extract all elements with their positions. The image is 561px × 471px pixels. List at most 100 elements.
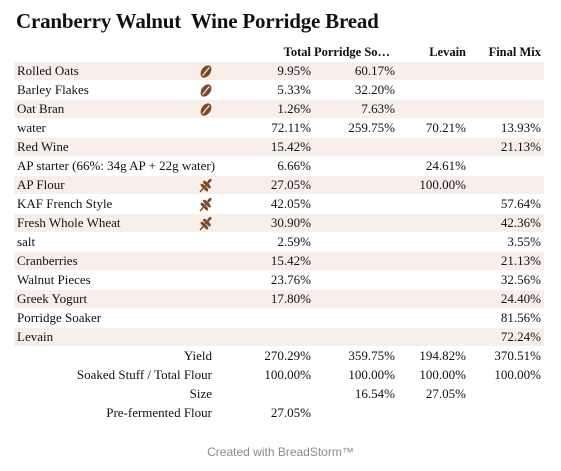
cell-levain xyxy=(398,289,469,309)
cell-total: 5.33% xyxy=(220,80,314,100)
summary-cell-levain: 100.00% xyxy=(398,365,469,385)
summary-cell-total: 27.05% xyxy=(220,403,314,423)
cell-levain xyxy=(398,308,469,328)
summary-cell-porridge-soaker xyxy=(314,403,398,423)
summary-cell-final-mix xyxy=(469,384,544,404)
ingredient-row-red-wine: Red Wine 15.42% 21.13% xyxy=(14,137,544,157)
ingredient-name: Barley Flakes xyxy=(14,80,220,100)
cell-final-mix: 21.13% xyxy=(469,137,544,157)
cell-levain xyxy=(398,62,469,81)
cell-final-mix: 42.36% xyxy=(469,213,544,233)
cell-levain xyxy=(398,194,469,214)
cell-final-mix: 32.56% xyxy=(469,270,544,290)
ingredient-row-kaf-french-style: KAF French Style 42.05% 57.64% xyxy=(14,194,544,214)
ingredient-label: Porridge Soaker xyxy=(17,310,102,325)
cell-levain xyxy=(398,270,469,290)
cell-levain xyxy=(398,251,469,271)
ingredient-name: KAF French Style xyxy=(14,194,220,214)
ingredient-label: Red Wine xyxy=(17,139,69,154)
cell-final-mix xyxy=(469,80,544,100)
summary-cell-porridge-soaker: 359.75% xyxy=(314,346,398,366)
ingredient-label: Oat Bran xyxy=(17,101,65,116)
ingredient-label: Fresh Whole Wheat xyxy=(17,215,121,230)
oat-seed-icon xyxy=(198,64,214,79)
summary-label: Soaked Stuff / Total Flour xyxy=(14,365,220,385)
ingredient-row-levain: Levain 72.24% xyxy=(14,327,544,347)
summary-row-pre-fermented-flour: Pre-fermented Flour 27.05% xyxy=(14,403,544,423)
header-levain: Levain xyxy=(429,45,466,59)
ingredient-name: Fresh Whole Wheat xyxy=(14,213,220,233)
cell-final-mix: 24.40% xyxy=(469,289,544,309)
recipe-title: Cranberry Walnut Wine Porridge Bread xyxy=(16,9,379,33)
wheat-icon xyxy=(198,216,214,231)
cell-total: 23.76% xyxy=(220,270,314,290)
ingredient-name: Walnut Pieces xyxy=(14,270,220,290)
cell-final-mix: 72.24% xyxy=(469,327,544,347)
ingredient-row-barley-flakes: Barley Flakes 5.33% 32.20% xyxy=(14,80,544,100)
ingredient-row-walnut-pieces: Walnut Pieces 23.76% 32.56% xyxy=(14,270,544,290)
ingredient-row-rolled-oats: Rolled Oats 9.95% 60.17% xyxy=(14,62,544,81)
ingredient-name: water xyxy=(14,118,220,138)
header-ingredient xyxy=(14,43,220,62)
summary-cell-levain: 194.82% xyxy=(398,346,469,366)
ingredient-label: Levain xyxy=(17,329,54,344)
header-porridge-soaker: Porridge Soa… xyxy=(314,45,397,59)
cell-porridge-soaker xyxy=(314,232,398,252)
summary-row-size: Size 16.54% 27.05% xyxy=(14,384,544,404)
cell-total xyxy=(220,308,314,328)
cell-total: 17.80% xyxy=(220,289,314,309)
summary-label: Yield xyxy=(14,346,220,366)
ingredient-row-fresh-whole-wheat: Fresh Whole Wheat 30.90% 42.36% xyxy=(14,213,544,233)
ingredient-row-water: water 72.11% 259.75% 70.21% 13.93% xyxy=(14,118,544,138)
cell-levain xyxy=(398,232,469,252)
summary-cell-total xyxy=(220,384,314,404)
cell-porridge-soaker xyxy=(314,156,398,176)
recipe-table: Total Porridge Soa… Levain Final Mix Rol… xyxy=(14,43,544,423)
cell-total: 2.59% xyxy=(220,232,314,252)
cell-porridge-soaker xyxy=(314,251,398,271)
cell-levain xyxy=(398,327,469,347)
ingredient-row-cranberries: Cranberries 15.42% 21.13% xyxy=(14,251,544,271)
ingredient-label: KAF French Style xyxy=(17,196,113,211)
cell-final-mix: 13.93% xyxy=(469,118,544,138)
cell-final-mix: 81.56% xyxy=(469,308,544,328)
cell-total: 15.42% xyxy=(220,137,314,157)
ingredient-row-ap-starter-66-34g-ap-22g-water: AP starter (66%: 34g AP + 22g water) 6.66… xyxy=(14,156,544,176)
summary-cell-levain xyxy=(398,403,469,423)
cell-porridge-soaker: 259.75% xyxy=(314,118,398,138)
ingredient-name: Porridge Soaker xyxy=(14,308,220,328)
cell-total: 72.11% xyxy=(220,118,314,138)
cell-levain: 70.21% xyxy=(398,118,469,138)
cell-final-mix xyxy=(469,156,544,176)
summary-cell-final-mix xyxy=(469,403,544,423)
cell-levain xyxy=(398,80,469,100)
ingredient-name: Levain xyxy=(14,327,220,347)
wheat-icon xyxy=(198,197,214,212)
summary-cell-porridge-soaker: 100.00% xyxy=(314,365,398,385)
cell-total: 27.05% xyxy=(220,175,314,195)
ingredient-label: water xyxy=(17,120,46,135)
cell-total: 9.95% xyxy=(220,62,314,81)
cell-porridge-soaker xyxy=(314,213,398,233)
cell-porridge-soaker xyxy=(314,308,398,328)
cell-total: 15.42% xyxy=(220,251,314,271)
cell-final-mix xyxy=(469,99,544,119)
cell-porridge-soaker: 60.17% xyxy=(314,62,398,81)
cell-final-mix: 3.55% xyxy=(469,232,544,252)
ingredient-label: Cranberries xyxy=(17,253,78,268)
cell-porridge-soaker: 32.20% xyxy=(314,80,398,100)
cell-levain: 24.61% xyxy=(398,156,469,176)
cell-porridge-soaker xyxy=(314,175,398,195)
summary-cell-total: 270.29% xyxy=(220,346,314,366)
ingredient-row-oat-bran: Oat Bran 1.26% 7.63% xyxy=(14,99,544,119)
ingredient-name: Oat Bran xyxy=(14,99,220,119)
cell-porridge-soaker xyxy=(314,194,398,214)
cell-total xyxy=(220,327,314,347)
cell-porridge-soaker xyxy=(314,270,398,290)
ingredient-label: salt xyxy=(17,234,36,249)
ingredient-name: Rolled Oats xyxy=(14,62,220,81)
ingredient-label: AP starter (66%: 34g AP + 22g water) xyxy=(17,158,216,173)
summary-cell-levain: 27.05% xyxy=(398,384,469,404)
cell-total: 42.05% xyxy=(220,194,314,214)
ingredient-label: Rolled Oats xyxy=(17,63,79,78)
